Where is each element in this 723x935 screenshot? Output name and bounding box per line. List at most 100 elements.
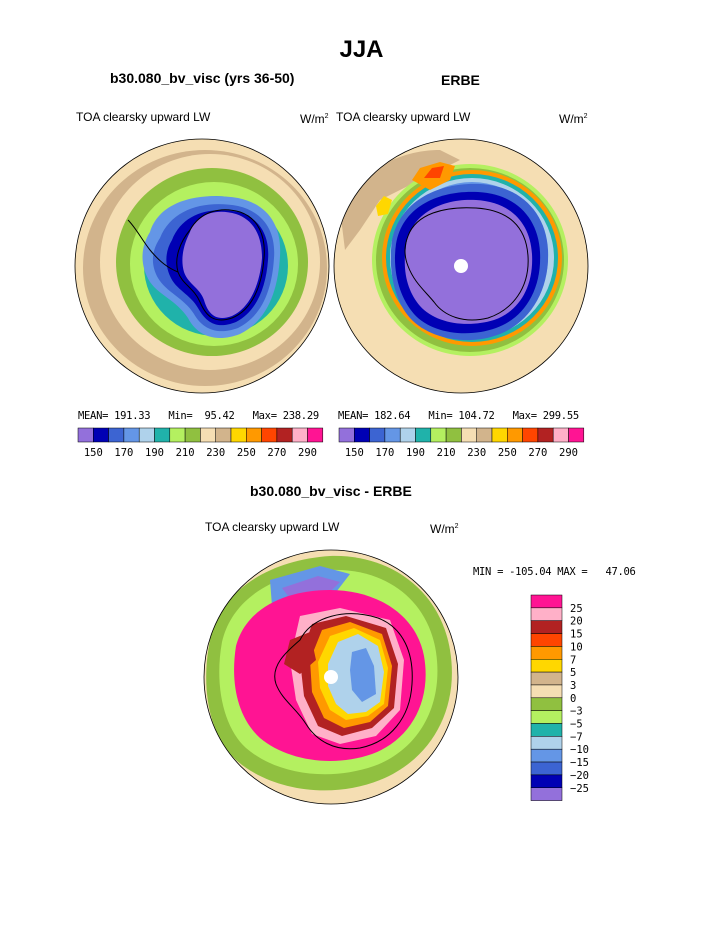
colorbar-tick-label: 7 (570, 654, 576, 666)
panel2-coastline (404, 207, 529, 321)
panel1-units: W/m2 (300, 112, 329, 126)
colorbar-tick-label: −7 (570, 731, 583, 743)
colorbar-tick-label: 150 (84, 447, 103, 459)
panel3-map (204, 550, 458, 804)
panel2-hotspot-yellow (376, 196, 392, 216)
colorbar-box (530, 671, 563, 686)
colorbar-tick-label: −25 (570, 783, 589, 795)
colorbar-tick-label: 290 (559, 447, 578, 459)
colorbar-box (530, 748, 563, 763)
colorbar-tick-label: 230 (467, 447, 486, 459)
colorbar-tick-label: −15 (570, 757, 589, 769)
colorbar-box (530, 774, 563, 789)
colorbar-tick-label: 190 (145, 447, 164, 459)
colorbar-box (530, 697, 563, 711)
colorbar-box (552, 427, 569, 443)
colorbar-tick-label: 150 (345, 447, 364, 459)
colorbar-tick-label: 290 (298, 447, 317, 459)
panel3-blue-interior (350, 648, 376, 702)
colorbar-tick-label: −5 (570, 719, 583, 731)
panel1-map (75, 139, 329, 393)
panel1-interior (182, 211, 262, 319)
panel3-units: W/m2 (430, 522, 459, 536)
colorbar-box (338, 427, 355, 443)
colorbar-box (430, 427, 447, 443)
colorbar-tick-label: 3 (570, 680, 576, 692)
colorbar-box (261, 427, 278, 443)
colorbar-box (77, 427, 94, 443)
colorbar-tick-label: 210 (176, 447, 195, 459)
colorbar-box (537, 427, 554, 443)
colorbar-box (445, 427, 462, 443)
panel3-minmax: MIN = -105.04 MAX = 47.06 (473, 566, 636, 578)
colorbar-box (530, 659, 563, 673)
panel3-red-patch (284, 632, 316, 674)
panel1-colorbar: 150 170 190 210 230 250 270 290 (77, 427, 324, 459)
colorbar-box (200, 427, 216, 443)
colorbar-box (507, 427, 523, 443)
colorbar-box (530, 736, 563, 750)
colorbar-box (184, 427, 201, 443)
panel2-pole-hole (454, 259, 468, 273)
colorbar-tick-label: 10 (570, 641, 583, 653)
panel1-variable-label: TOA clearsky upward LW (76, 110, 211, 124)
colorbar-tick-label: 270 (267, 447, 286, 459)
colorbar-tick-label: 190 (406, 447, 425, 459)
panel3-coastline (274, 613, 413, 750)
colorbar-box (530, 787, 563, 801)
colorbar-tick-label: 250 (237, 447, 256, 459)
colorbar-box (530, 633, 563, 647)
colorbar-box (530, 646, 563, 660)
colorbar-box (415, 427, 432, 443)
panel1-coastline (127, 209, 265, 321)
panel2-colorbar: 150 170 190 210 230 250 270 290 (338, 427, 585, 459)
colorbar-box (93, 427, 109, 443)
colorbar-box (476, 427, 493, 443)
panel1-stats: MEAN= 191.33 Min= 95.42 Max= 238.29 (78, 410, 319, 422)
colorbar-box (530, 684, 563, 699)
colorbar-tick-label: 170 (114, 447, 133, 459)
colorbar-tick-label: 170 (375, 447, 394, 459)
colorbar-box (307, 427, 324, 443)
panel2-map (334, 139, 588, 393)
panel2-title: ERBE (441, 72, 480, 88)
colorbar-box (522, 427, 539, 443)
colorbar-tick-label: −20 (570, 770, 589, 782)
colorbar-box (123, 427, 140, 443)
colorbar-box (530, 607, 563, 621)
panel1-title: b30.080_bv_visc (yrs 36-50) (110, 70, 295, 86)
colorbar-tick-label: 15 (570, 629, 583, 641)
panel3-title: b30.080_bv_visc - ERBE (250, 483, 412, 499)
panel3-variable-label: TOA clearsky upward LW (205, 520, 340, 534)
colorbar-box (108, 427, 125, 443)
colorbar-tick-label: 0 (570, 693, 576, 705)
colorbar-box (169, 427, 186, 443)
colorbar-box (291, 427, 308, 443)
colorbar-box (530, 723, 563, 737)
colorbar-box (461, 427, 477, 443)
colorbar-tick-label: 230 (206, 447, 225, 459)
panel2-interior (404, 199, 533, 324)
season-title: JJA (339, 36, 384, 63)
colorbar-box (369, 427, 386, 443)
panel2-stats: MEAN= 182.64 Min= 104.72 Max= 299.55 (338, 410, 579, 422)
colorbar-box (154, 427, 171, 443)
panel2-units: W/m2 (559, 112, 588, 126)
colorbar-tick-label: 25 (570, 603, 583, 615)
colorbar-box (530, 620, 563, 634)
colorbar-box (399, 427, 416, 443)
colorbar-box (138, 427, 155, 443)
colorbar-box (530, 594, 563, 609)
colorbar-tick-label: 20 (570, 616, 583, 628)
colorbar-tick-label: 250 (498, 447, 517, 459)
colorbar-box (215, 427, 232, 443)
colorbar-tick-label: 5 (570, 667, 576, 679)
colorbar-box (276, 427, 293, 443)
panel2-variable-label: TOA clearsky upward LW (336, 110, 471, 124)
colorbar-box (384, 427, 401, 443)
colorbar-tick-label: −10 (570, 744, 589, 756)
colorbar-tick-label: −3 (570, 706, 583, 718)
colorbar-tick-label: 210 (437, 447, 456, 459)
